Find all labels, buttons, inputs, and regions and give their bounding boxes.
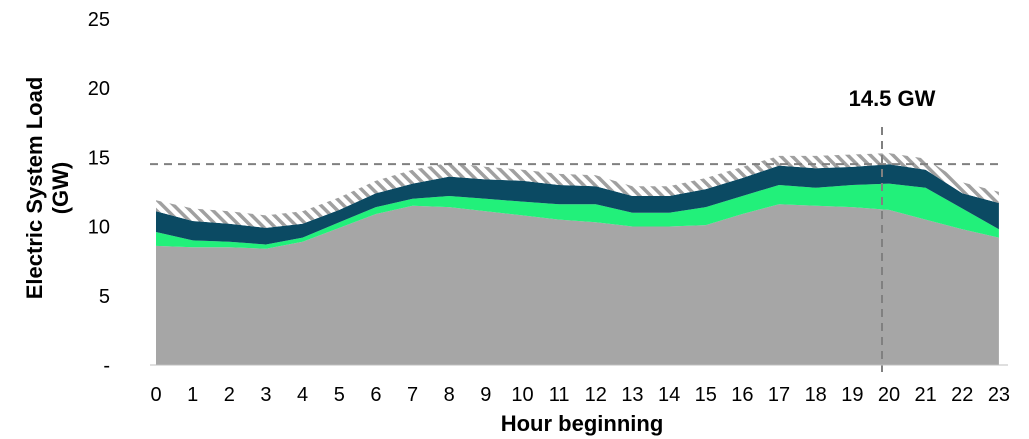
area-series-dark bbox=[156, 164, 999, 245]
x-tick-label: 14 bbox=[658, 384, 680, 406]
area-series-group bbox=[156, 153, 999, 365]
x-tick-label: 19 bbox=[841, 384, 863, 406]
x-tick-label: 13 bbox=[621, 384, 643, 406]
x-tick-label: 9 bbox=[480, 384, 491, 406]
y-tick-label: 25 bbox=[88, 9, 110, 31]
x-tick-label: 10 bbox=[511, 384, 533, 406]
y-tick-label: 15 bbox=[88, 147, 110, 169]
x-tick-label: 0 bbox=[150, 384, 161, 406]
area-series-base bbox=[156, 204, 999, 365]
x-tick-label: 21 bbox=[915, 384, 937, 406]
y-tick-label: 20 bbox=[88, 78, 110, 100]
x-tick-label: 6 bbox=[370, 384, 381, 406]
x-tick-label: 2 bbox=[224, 384, 235, 406]
x-tick-label: 3 bbox=[260, 384, 271, 406]
y-tick-label: 10 bbox=[88, 217, 110, 239]
peak-annotation: 14.5 GW bbox=[849, 86, 936, 111]
x-tick-label: 18 bbox=[805, 384, 827, 406]
area-series-green bbox=[156, 183, 999, 249]
x-tick-label: 22 bbox=[951, 384, 973, 406]
y-tick-label: - bbox=[103, 355, 110, 377]
x-tick-label: 5 bbox=[334, 384, 345, 406]
x-axis-title: Hour beginning bbox=[501, 411, 664, 436]
x-tick-label: 11 bbox=[549, 384, 570, 406]
y-axis-title-line1: Electric System Load bbox=[22, 77, 47, 300]
x-tick-label: 23 bbox=[988, 384, 1010, 406]
area-series-hatched bbox=[156, 153, 999, 228]
reference-lines bbox=[150, 127, 1002, 372]
x-tick-label: 8 bbox=[444, 384, 455, 406]
x-tick-label: 4 bbox=[297, 384, 308, 406]
x-tick-label: 17 bbox=[768, 384, 790, 406]
x-tick-label: 1 bbox=[187, 384, 198, 406]
y-tick-label: 5 bbox=[99, 286, 110, 308]
x-tick-label: 12 bbox=[585, 384, 607, 406]
x-tick-label: 7 bbox=[407, 384, 418, 406]
y-axis-title-line2: (GW) bbox=[48, 162, 73, 215]
x-tick-label: 16 bbox=[731, 384, 753, 406]
x-tick-label: 15 bbox=[695, 384, 717, 406]
x-tick-label: 20 bbox=[878, 384, 900, 406]
